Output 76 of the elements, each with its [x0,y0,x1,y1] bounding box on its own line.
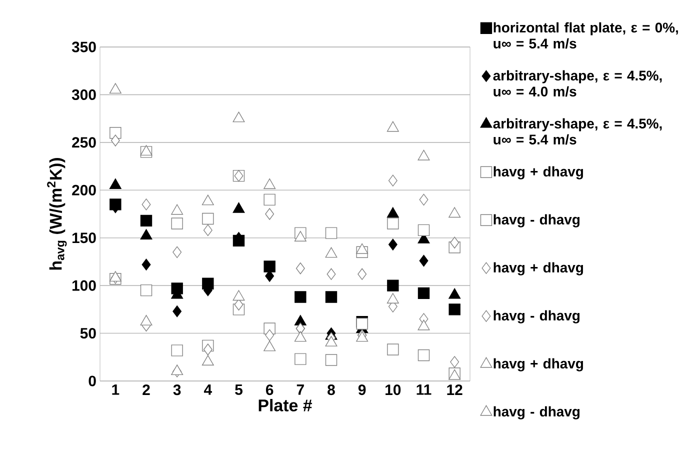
point [232,112,245,122]
y-tick-label: 0 [88,376,96,386]
point [387,280,399,292]
point [448,304,460,316]
x-tick-label: 6 [266,384,274,396]
point [356,243,368,254]
y-tick-label: 250 [72,137,96,148]
legend-label: arbitrary-shape, ε = 4.5%, u∞ = 5.4 m/s [493,118,662,145]
point [140,314,152,326]
x-tick-label: 12 [447,384,462,395]
legend-label: havg + dhavg [494,358,583,372]
x-tick-label: 11 [416,384,432,395]
point [296,262,305,274]
point [171,204,184,215]
legend-label: havg + dhavg [494,166,583,180]
y-tick-label: 150 [72,232,96,244]
point [294,291,306,303]
point [202,194,214,206]
point [109,83,122,94]
x-tick-label: 10 [386,384,401,396]
point [448,207,461,218]
point [325,336,338,346]
y-tick-label: 200 [72,184,96,196]
point [109,178,122,189]
legend-label: havg - dhavg [494,406,580,420]
x-tick-label: 1 [112,384,120,395]
point [294,314,306,326]
x-tick-label: 2 [142,384,150,395]
point [419,194,428,206]
point [264,260,276,272]
point [386,121,399,132]
point [418,320,430,330]
legend-label: havg - dhavg [494,214,580,228]
point [358,268,367,280]
point [265,208,274,220]
point [202,355,214,366]
point [325,291,338,303]
point [386,293,399,304]
point [294,230,306,242]
point [388,238,398,250]
point [203,344,212,356]
point [110,134,120,146]
point [418,150,430,160]
y-tick-label: 50 [80,328,96,339]
point [450,236,460,248]
point [140,229,152,240]
point [386,207,399,218]
y-tick-label: 300 [72,89,96,100]
y-tick-label: 350 [72,42,96,52]
x-tick-label: 3 [173,384,181,396]
y-tick-label: 100 [72,280,96,291]
x-tick-label: 8 [328,384,335,396]
x-axis-title: Plate # [258,398,312,412]
legend-label: arbitrary-shape, ε = 4.5%, u∞ = 4.0 m/s [493,70,662,97]
y-axis-title: h$_{avg}$ (W/(m$^{2}$K)) [47,158,67,270]
x-tick-label: 5 [235,384,242,395]
x-tick-label: 7 [296,384,304,395]
point [264,340,276,352]
x-tick-label: 9 [358,384,366,396]
legend-label: havg + dhavg [494,262,583,276]
x-tick-label: 4 [204,384,212,395]
point [232,290,245,301]
point [265,329,274,342]
point [140,214,152,227]
point [172,305,182,318]
point [232,202,245,213]
point [448,288,461,299]
point [418,287,430,300]
point [264,178,276,189]
point [325,247,338,258]
point [388,174,398,186]
legend-label: horizontal flat plate, ε = 0%, u∞ = 5.4 m/s [494,22,678,49]
point [419,254,428,267]
point [294,331,306,342]
legend-label: havg - dhavg [494,310,580,324]
point [142,258,151,270]
